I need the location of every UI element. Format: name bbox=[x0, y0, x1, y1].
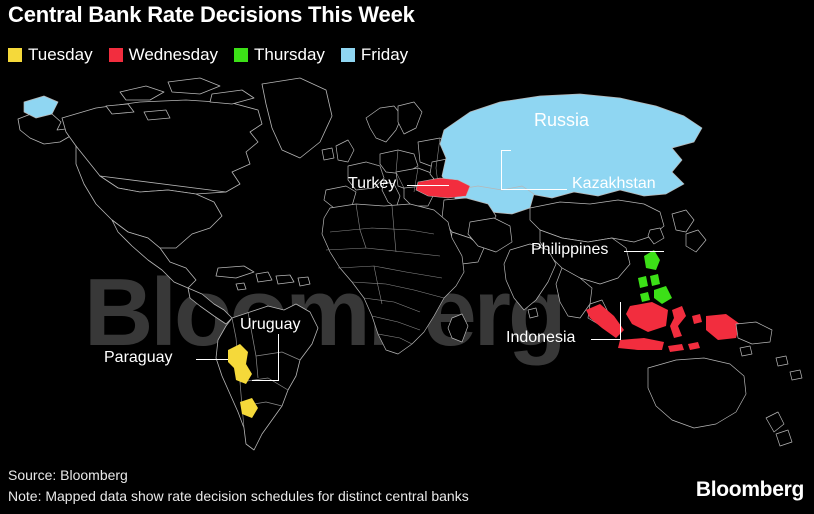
country-indonesia-sulawesi bbox=[670, 306, 686, 338]
page-title: Central Bank Rate Decisions This Week bbox=[8, 2, 415, 27]
legend-label: Tuesday bbox=[28, 45, 93, 64]
map-label-indonesia: Indonesia bbox=[506, 329, 576, 346]
legend-item-wednesday[interactable]: Wednesday bbox=[108, 45, 219, 65]
legend-item-thursday[interactable]: Thursday bbox=[234, 45, 325, 65]
square-swatch-icon bbox=[8, 48, 22, 62]
country-indonesia-papua bbox=[706, 314, 740, 340]
country-indonesia-sunda-east bbox=[688, 342, 700, 350]
legend-item-tuesday[interactable]: Tuesday bbox=[8, 45, 93, 65]
leader-line-philippines bbox=[624, 251, 664, 252]
bloomberg-logo: Bloomberg bbox=[695, 478, 804, 501]
legend-label: Wednesday bbox=[128, 45, 219, 64]
footer: Source: Bloomberg Note: Mapped data show… bbox=[8, 465, 469, 506]
country-indonesia-maluku bbox=[692, 314, 702, 324]
square-swatch-icon bbox=[340, 48, 355, 62]
square-swatch-icon bbox=[234, 48, 249, 62]
leader-line-paraguay bbox=[196, 359, 232, 360]
leader-line-kazakhstan-v bbox=[501, 150, 502, 190]
country-indonesia-sumatra bbox=[586, 304, 624, 338]
country-indonesia-sunda bbox=[668, 344, 684, 352]
square-swatch-icon bbox=[108, 48, 123, 62]
map-label-turkey: Turkey bbox=[348, 175, 397, 192]
country-philippines-mid bbox=[650, 274, 660, 286]
country-chukotka bbox=[23, 95, 59, 119]
country-philippines-luzon bbox=[644, 250, 660, 270]
leader-line-uruguay-v bbox=[278, 334, 279, 380]
legend-label: Thursday bbox=[254, 45, 325, 64]
leader-line-kazakhstan-h bbox=[501, 189, 567, 190]
leader-line-turkey bbox=[407, 185, 449, 186]
leader-line-kazakhstan-tick bbox=[501, 150, 511, 151]
legend-item-friday[interactable]: Friday bbox=[340, 45, 409, 65]
country-philippines-negros bbox=[640, 292, 650, 302]
footer-source: Source: Bloomberg bbox=[8, 467, 128, 484]
footer-note: Note: Mapped data show rate decision sch… bbox=[8, 487, 469, 504]
map-vector bbox=[17, 77, 803, 451]
map-label-uruguay: Uruguay bbox=[240, 316, 301, 333]
legend: Tuesday Wednesday Thursday Friday bbox=[8, 45, 408, 65]
country-indonesia-kalimantan bbox=[626, 302, 668, 332]
leader-line-indonesia-v bbox=[620, 302, 621, 340]
country-turkey bbox=[415, 177, 471, 199]
country-indonesia-java bbox=[618, 338, 664, 350]
map-label-kazakhstan: Kazakhstan bbox=[572, 175, 656, 192]
world-map: Bloomberg bbox=[0, 72, 814, 460]
country-philippines-mindanao bbox=[654, 286, 672, 304]
legend-label: Friday bbox=[360, 45, 409, 64]
map-label-russia: Russia bbox=[534, 110, 590, 130]
leader-line-indonesia-h bbox=[591, 339, 621, 340]
leader-line-uruguay-h bbox=[252, 380, 279, 381]
country-philippines-panay bbox=[638, 276, 648, 288]
map-label-philippines: Philippines bbox=[531, 241, 609, 258]
map-label-paraguay: Paraguay bbox=[104, 349, 173, 366]
